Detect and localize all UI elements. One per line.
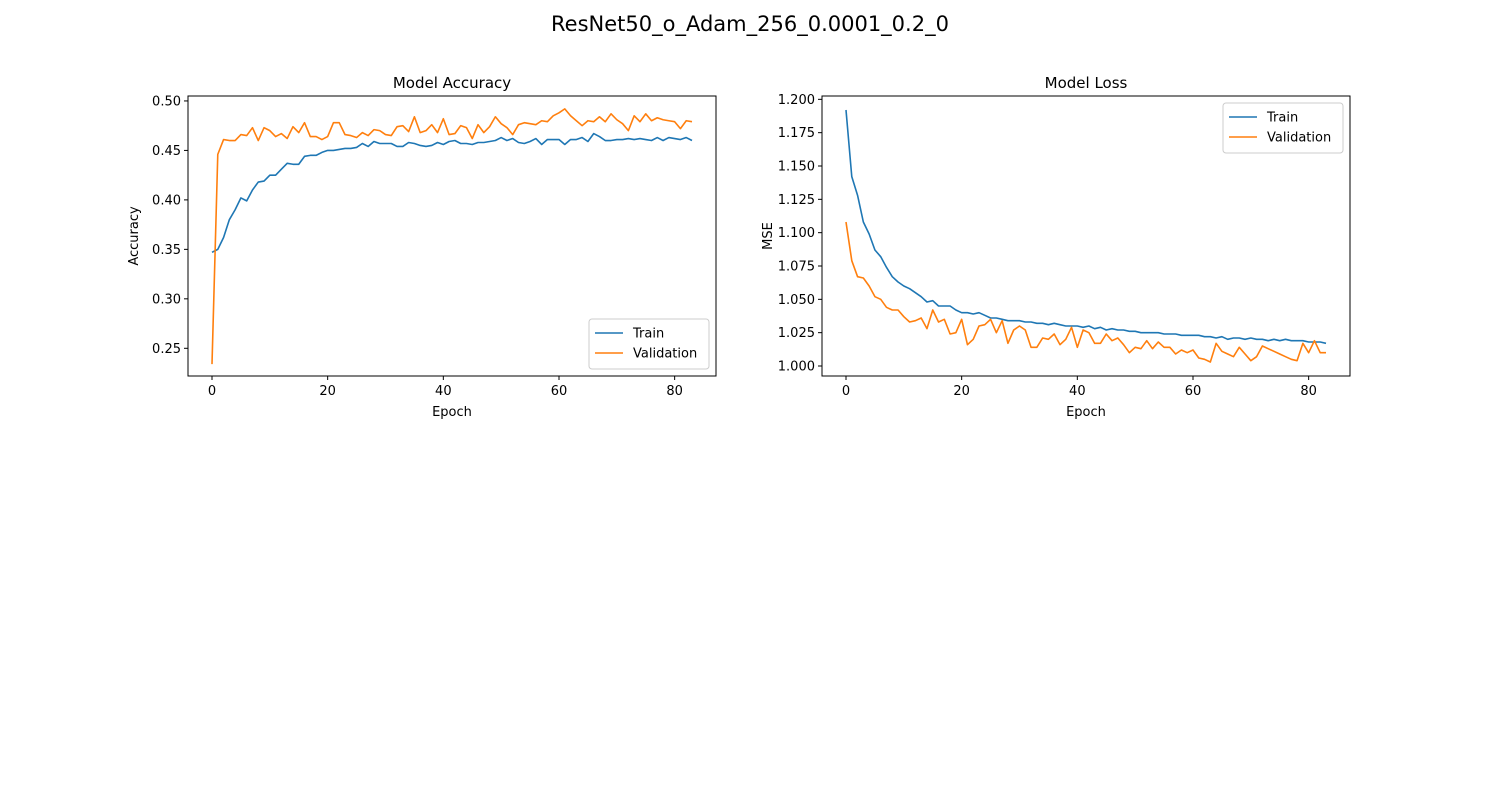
y-tick-label: 0.40 [152,193,181,208]
y-tick-label: 1.200 [778,93,815,108]
y-tick-label: 1.100 [778,226,815,241]
y-tick-label: 1.125 [778,193,815,208]
x-tick-label: 80 [1300,384,1317,399]
plot-frame [821,95,1351,377]
y-tick-label: 0.35 [152,243,181,258]
y-tick-label: 1.050 [778,293,815,308]
y-tick-label: 1.000 [778,360,815,375]
x-tick-label: 20 [319,384,336,399]
y-axis-label: MSE [761,222,776,250]
x-tick-label: 40 [1069,384,1086,399]
y-tick-label: 1.175 [778,126,815,141]
series-line-validation [845,221,1326,363]
x-axis-label: Epoch [1066,405,1106,420]
legend-label: Train [1266,111,1298,126]
x-tick-label: 0 [842,384,850,399]
x-tick-label: 20 [953,384,970,399]
y-tick-label: 0.50 [152,94,181,109]
accuracy-chart: 0 20 40 60 80 0.25 0.30 0.35 0.40 0.45 0.50 Model A… [127,74,717,420]
y-tick-label: 0.25 [152,342,181,357]
series-line-validation [211,108,693,365]
x-tick-label: 60 [551,384,568,399]
figure-title: ResNet50_o_Adam_256_0.0001_0.2_0 [551,12,949,36]
x-axis-label: Epoch [432,405,472,420]
plot-frame [187,95,717,377]
legend-label: Validation [1267,131,1331,146]
legend-box [1222,102,1344,154]
legend-label: Validation [633,347,697,362]
y-tick-label: 1.075 [778,260,815,275]
chart-title: Model Accuracy [393,74,511,92]
chart-title: Model Loss [1045,74,1128,92]
series-line-train [211,132,693,254]
y-tick-label: 1.150 [778,160,815,175]
y-tick-label: 1.025 [778,326,815,341]
x-tick-label: 40 [435,384,452,399]
y-tick-label: 0.30 [152,292,181,307]
x-tick-label: 0 [208,384,216,399]
legend-box [588,318,710,370]
y-axis-label: Accuracy [127,206,142,266]
legend: Train Validation [1222,102,1344,154]
loss-chart: 0 20 40 60 80 1.000 1.025 1.050 1.075 1.100 1.125 1… [761,74,1351,420]
x-tick-label: 80 [666,384,683,399]
series-line-train [845,109,1327,345]
legend: Train Validation [588,318,710,370]
x-tick-label: 60 [1185,384,1202,399]
y-tick-label: 0.45 [152,144,181,159]
legend-label: Train [632,327,664,342]
